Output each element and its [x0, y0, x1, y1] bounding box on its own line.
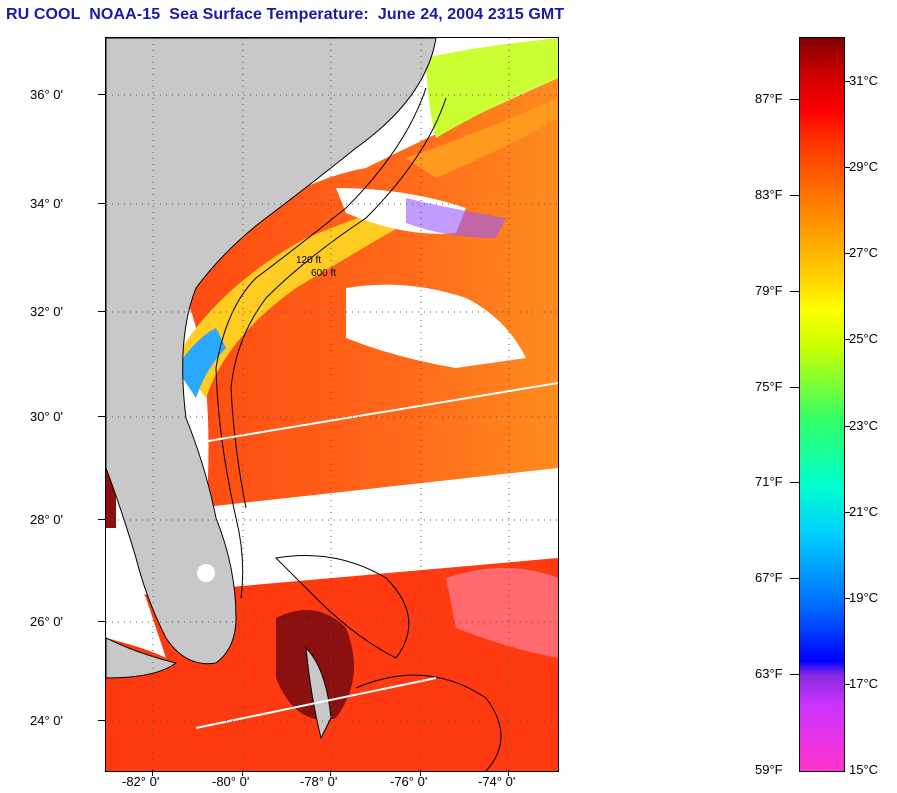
- lat-tick: [98, 519, 105, 520]
- lon-label-82: -82° 0': [122, 774, 160, 789]
- lat-label-26: 26° 0': [30, 614, 63, 629]
- colorbar-tick: [844, 339, 850, 340]
- colorbar-tick: [844, 167, 850, 168]
- colorbar-label-25c: 25°C: [849, 331, 879, 346]
- cloud-south-east: [446, 568, 558, 658]
- lat-label-24: 24° 0': [30, 713, 63, 728]
- lon-label-76: -76° 0': [390, 774, 428, 789]
- colorbar-tick: [790, 578, 799, 579]
- lon-tick: [330, 770, 331, 776]
- colorbar-label-29c: 29°C: [849, 159, 879, 174]
- colorbar-tick: [790, 674, 799, 675]
- colorbar-label-63f: 63°F: [755, 666, 783, 681]
- coastal-water: [176, 208, 406, 398]
- colorbar-label-71f: 71°F: [755, 474, 783, 489]
- data-gap: [196, 468, 558, 598]
- colorbar-tick: [844, 598, 850, 599]
- colorbar-tick: [844, 426, 850, 427]
- colorbar-tick: [790, 195, 799, 196]
- lon-tick: [242, 770, 243, 776]
- temperature-colorbar: [799, 37, 845, 772]
- colorbar-label-79f: 79°F: [755, 283, 783, 298]
- land-southeast-us: [106, 38, 437, 665]
- lat-tick: [98, 203, 105, 204]
- lon-label-80: -80° 0': [212, 774, 250, 789]
- colorbar-tick: [790, 387, 799, 388]
- lon-label-74: -74° 0': [478, 774, 516, 789]
- sst-map-canvas: 120 ft 600 ft: [106, 38, 558, 771]
- colorbar-label-19c: 19°C: [849, 590, 879, 605]
- sst-band-north: [406, 98, 558, 178]
- colorbar-tick: [790, 99, 799, 100]
- lon-tick: [420, 770, 421, 776]
- colorbar-label-15c: 15°C: [849, 762, 879, 777]
- lat-label-36: 36° 0': [30, 87, 63, 102]
- contour-label-120ft: 120 ft: [296, 255, 321, 266]
- colorbar-label-75f: 75°F: [755, 379, 783, 394]
- gulf-cloud: [106, 528, 166, 658]
- chart-title: RU COOL NOAA-15 Sea Surface Temperature:…: [6, 6, 565, 23]
- colorbar-label-59f: 59°F: [755, 762, 783, 777]
- lat-tick: [98, 416, 105, 417]
- contour-bahamas-south: [355, 674, 502, 771]
- lat-label-30: 30° 0': [30, 409, 63, 424]
- contour-label-600ft: 600 ft: [311, 268, 336, 279]
- lon-label-78: -78° 0': [300, 774, 338, 789]
- colorbar-label-31c: 31°C: [849, 73, 879, 88]
- contour-bahamas: [274, 555, 410, 659]
- colorbar-tick: [844, 512, 850, 513]
- lat-label-32: 32° 0': [30, 304, 63, 319]
- colorbar-label-27c: 27°C: [849, 245, 879, 260]
- land-andros: [305, 646, 332, 740]
- colorbar-tick: [844, 253, 850, 254]
- lat-tick: [98, 94, 105, 95]
- colorbar-label-21c: 21°C: [849, 504, 879, 519]
- lat-label-34: 34° 0': [30, 196, 63, 211]
- contour-120ft: [215, 87, 427, 599]
- colorbar-tick: [790, 291, 799, 292]
- colorbar-label-17c: 17°C: [849, 676, 879, 691]
- cold-patch: [406, 198, 506, 238]
- lat-tick: [98, 621, 105, 622]
- colorbar-label-23c: 23°C: [849, 418, 879, 433]
- lat-label-28: 28° 0': [30, 512, 63, 527]
- sst-map: 120 ft 600 ft: [105, 37, 559, 772]
- colorbar-label-67f: 67°F: [755, 570, 783, 585]
- lon-tick: [152, 770, 153, 776]
- colorbar-tick: [790, 482, 799, 483]
- cool-water-north: [426, 38, 558, 138]
- colorbar-label-83f: 83°F: [755, 187, 783, 202]
- cloud-patch-center: [346, 284, 526, 368]
- coastal-cold-water: [176, 328, 226, 398]
- map-grid: [106, 38, 558, 771]
- lake-okeechobee: [197, 564, 215, 582]
- contour-600ft: [230, 97, 447, 509]
- lat-tick: [98, 311, 105, 312]
- swath-line-south: [195, 677, 437, 729]
- swath-line: [195, 382, 558, 444]
- colorbar-tick: [844, 81, 850, 82]
- lon-tick: [508, 770, 509, 776]
- colorbar-tick: [844, 684, 850, 685]
- land-florida-keys: [106, 637, 178, 679]
- colorbar-label-87f: 87°F: [755, 91, 783, 106]
- lat-tick: [98, 720, 105, 721]
